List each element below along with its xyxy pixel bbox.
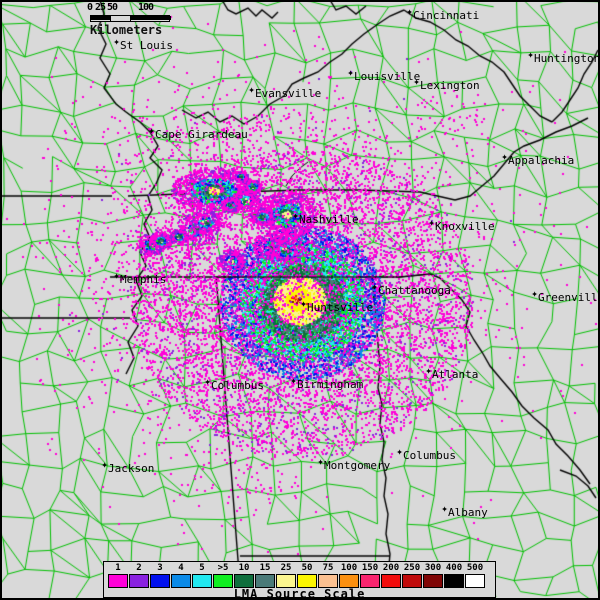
legend-swatch-75[interactable] [318, 574, 338, 588]
legend-tick-400: 400 [445, 563, 463, 573]
legend-tick-2: 2 [136, 563, 142, 573]
city-label: Atlanta [432, 368, 479, 381]
scale-tick-0: 0 [87, 2, 93, 13]
city-label: Nashville [299, 213, 359, 226]
legend-tick-1: 1 [115, 563, 121, 573]
legend-tick-50: 50 [301, 563, 313, 573]
city-label: Greenville [538, 291, 600, 304]
legend-swatch-25[interactable] [276, 574, 296, 588]
legend-swatch-4[interactable] [171, 574, 191, 588]
scale-bar-graphic [90, 15, 171, 22]
star-icon: ✦ [425, 364, 432, 377]
star-icon: ✦ [113, 35, 120, 48]
star-icon: ✦ [113, 269, 120, 282]
star-icon: ✦ [204, 375, 211, 388]
star-icon: ✦ [527, 48, 534, 61]
legend-swatch-3[interactable] [150, 574, 170, 588]
city-label: Cincinnati [413, 9, 480, 22]
star-icon: ✦ [148, 124, 155, 137]
legend-swatch-300[interactable] [423, 574, 443, 588]
legend-swatch-100[interactable] [339, 574, 359, 588]
legend-swatch-200[interactable] [381, 574, 401, 588]
legend-swatch-5[interactable] [192, 574, 212, 588]
color-scale-legend[interactable]: 1 2 3 4 5 >5 10 15 25 50 75 100 150 200 250 300 400 500 L… [103, 561, 496, 600]
scale-tick-50: 50 [107, 2, 118, 13]
legend-color-swatches[interactable] [108, 574, 486, 588]
legend-tick-gt5: >5 [217, 563, 229, 573]
city-label: Memphis [120, 273, 167, 286]
city-label: Cape Girardeau [155, 128, 248, 141]
scale-unit-label: Kilometers [90, 23, 163, 37]
legend-tick-25: 25 [280, 563, 292, 573]
star-icon: ✦ [406, 5, 413, 18]
city-label: Birmingham [297, 378, 364, 391]
legend-swatch-2[interactable] [129, 574, 149, 588]
legend-swatch-250[interactable] [402, 574, 422, 588]
scale-bar-ticks: 0 25 50 100 [87, 2, 176, 13]
city-label: Louisville [354, 70, 421, 83]
legend-tick-500: 500 [466, 563, 484, 573]
legend-swatch-150[interactable] [360, 574, 380, 588]
star-icon: ✦ [396, 445, 403, 458]
city-label: Jackson [108, 462, 155, 475]
star-icon: ✦ [300, 297, 307, 310]
scale-tick-25: 25 [95, 2, 106, 13]
legend-tick-75: 75 [322, 563, 334, 573]
city-label: Montgomery [324, 459, 391, 472]
legend-swatch-10[interactable] [234, 574, 254, 588]
created-timestamp: Created 12/14/2012 14:56:46 [4, 578, 107, 600]
star-icon: ✦ [441, 502, 448, 515]
city-label: St Louis [120, 39, 173, 52]
star-icon: ✦ [101, 458, 108, 471]
legend-swatch-gt5[interactable] [213, 574, 233, 588]
scale-tick-100: 100 [138, 2, 154, 13]
legend-title: LMA Source Scale [233, 587, 366, 600]
star-icon: ✦ [531, 287, 538, 300]
legend-swatch-400[interactable] [444, 574, 464, 588]
city-label: Columbus [211, 379, 264, 392]
city-label: Chattanooga [378, 284, 451, 297]
city-label: Huntsville [307, 301, 374, 314]
legend-tick-10: 10 [238, 563, 250, 573]
city-label: Columbus [403, 449, 456, 462]
city-label: Knoxville [435, 220, 495, 233]
legend-tick-150: 150 [361, 563, 379, 573]
city-label: Lexington [420, 79, 480, 92]
legend-tick-15: 15 [259, 563, 271, 573]
map-scale-bar: 0 25 50 100 [87, 2, 176, 30]
legend-tick-300: 300 [424, 563, 442, 573]
legend-swatch-1[interactable] [108, 574, 128, 588]
legend-tick-5: 5 [199, 563, 205, 573]
legend-tick-labels: 1 2 3 4 5 >5 10 15 25 50 75 100 150 200 250 300 400 500 [104, 562, 495, 574]
city-label: Albany [448, 506, 488, 519]
city-label: Huntington [534, 52, 600, 65]
star-icon: ✦ [371, 280, 378, 293]
legend-swatch-500[interactable] [465, 574, 485, 588]
legend-swatch-50[interactable] [297, 574, 317, 588]
star-icon: ✦ [413, 75, 420, 88]
legend-tick-100: 100 [340, 563, 358, 573]
legend-tick-250: 250 [403, 563, 421, 573]
star-icon: ✦ [428, 216, 435, 229]
legend-tick-3: 3 [157, 563, 163, 573]
star-icon: ✦ [248, 83, 255, 96]
legend-tick-200: 200 [382, 563, 400, 573]
star-icon: ✦ [347, 66, 354, 79]
star-icon: ✦ [501, 150, 508, 163]
star-icon: ✦ [317, 455, 324, 468]
star-icon: ✦ [292, 209, 299, 222]
legend-tick-4: 4 [178, 563, 184, 573]
city-label: Appalachia [508, 154, 575, 167]
legend-swatch-15[interactable] [255, 574, 275, 588]
star-icon: ✦ [290, 374, 297, 387]
city-label: Evansville [255, 87, 322, 100]
